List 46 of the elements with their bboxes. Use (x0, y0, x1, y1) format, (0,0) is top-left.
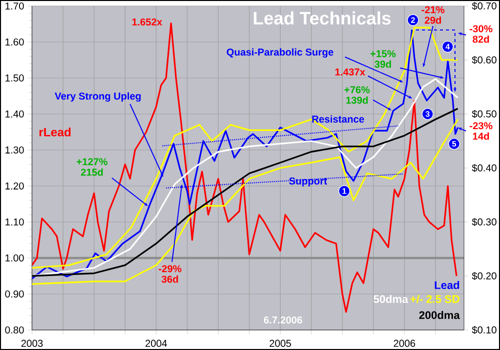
annotation: +15% 39d (370, 50, 396, 68)
y-tick-label: 1.50 (6, 74, 24, 82)
y2-tick-label: $0.60 (472, 56, 496, 64)
text: -30% 82d (470, 25, 492, 43)
chart-title: Lead Technicals (254, 11, 391, 25)
annotation: 1.652x (132, 18, 162, 26)
x-tick-label: 2005 (270, 340, 291, 347)
text: 50dma (374, 294, 408, 303)
x-tick-label: 2003 (21, 340, 43, 347)
annotation: Resistance (312, 115, 364, 123)
y-tick-label: 1.30 (6, 146, 24, 154)
y-tick-label: 1.20 (6, 182, 24, 190)
x-tick-label: 2004 (146, 340, 167, 347)
annotation: Very Strong Upleg (54, 92, 141, 102)
y-tick-label: 0.90 (5, 290, 24, 298)
annotation: 5 (452, 141, 456, 147)
y-tick-label: 1.00 (6, 254, 24, 262)
y-tick-label: 1.60 (6, 38, 24, 46)
annotation: 3 (426, 111, 430, 117)
y2-tick-label: $0.70 (472, 2, 496, 10)
y-tick-label: 1.10 (6, 218, 24, 226)
y-tick-label: 1.40 (6, 110, 24, 118)
annotation: 1.437x (335, 68, 366, 76)
y2-tick-label: $0.50 (472, 110, 496, 118)
annotation: -29% 36d (158, 265, 182, 283)
annotation: 2 (411, 17, 415, 23)
text: rLead (39, 128, 71, 136)
annotation: 1 (342, 188, 346, 194)
text: 200dma (419, 310, 460, 320)
annotation: +127% 215d (76, 158, 108, 176)
y-tick-label: 1.70 (6, 2, 24, 10)
annotation: 6.7.2006 (264, 316, 302, 324)
annotation: 4 (446, 44, 450, 50)
annotation: -23% 14d (470, 122, 492, 140)
x-tick-label: 2006 (394, 340, 416, 347)
y2-tick-label: $0.40 (472, 164, 496, 172)
text: +/- 2.5 SD (410, 294, 460, 304)
annotation: +76% 139d (344, 86, 370, 104)
annotation: -21% 29d (422, 6, 444, 24)
y-tick-label: 0.80 (5, 326, 24, 334)
annotation: Quasi-Parabolic Surge (226, 48, 334, 58)
y2-tick-label: $0.10 (472, 326, 496, 334)
y2-tick-label: $0.30 (472, 218, 496, 226)
text: Lead (434, 280, 460, 290)
annotation: Support (289, 177, 328, 187)
y2-tick-label: $0.20 (472, 272, 496, 280)
